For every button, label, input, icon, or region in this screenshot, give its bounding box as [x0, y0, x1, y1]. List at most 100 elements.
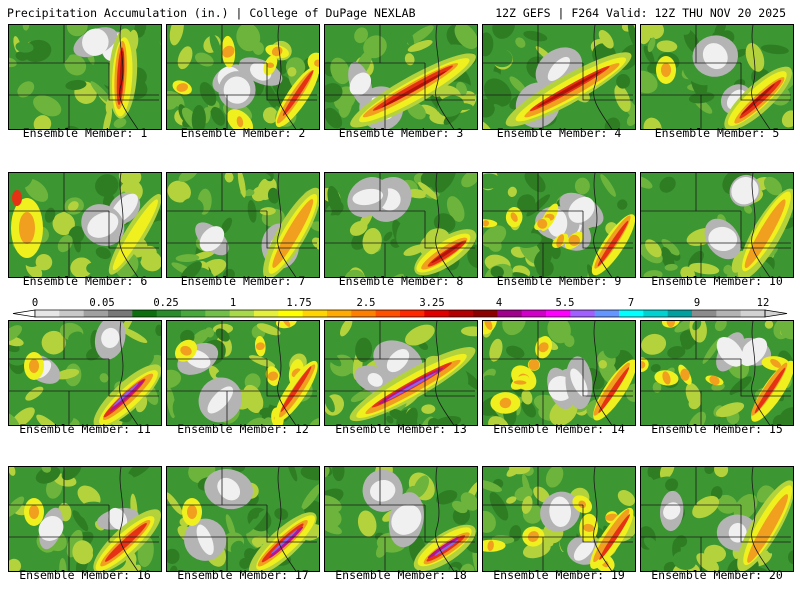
- member-caption: Ensemble Member: 18: [335, 568, 467, 582]
- scale-tick-label: 5.5: [555, 297, 575, 309]
- member-map-panel: [8, 320, 162, 426]
- precip-map: [641, 173, 793, 277]
- scale-color-segment: [400, 310, 425, 317]
- member-caption: Ensemble Member: 3: [338, 126, 464, 140]
- member-map-panel: [482, 466, 636, 572]
- precip-map: [9, 321, 161, 425]
- precip-map: [9, 173, 161, 277]
- scale-color-segment: [108, 310, 133, 317]
- scale-tick-label: 1.75: [286, 297, 312, 309]
- member-caption: Ensemble Member: 17: [177, 568, 309, 582]
- precip-map: [483, 321, 635, 425]
- precip-map: [9, 25, 161, 129]
- precip-map: [9, 467, 161, 571]
- precip-map: [167, 173, 319, 277]
- scale-color-segment: [667, 310, 693, 317]
- scale-color-segment: [692, 310, 717, 317]
- precip-map: [325, 467, 477, 571]
- member-map-panel: [324, 24, 478, 130]
- scale-tick-label: 4: [495, 297, 503, 309]
- member-caption: Ensemble Member: 2: [180, 126, 306, 140]
- member-caption: Ensemble Member: 14: [493, 422, 625, 436]
- member-caption: Ensemble Member: 10: [651, 274, 783, 288]
- member-caption: Ensemble Member: 5: [654, 126, 780, 140]
- precip-map: [325, 321, 477, 425]
- scale-tick-label: 1: [229, 297, 237, 309]
- scale-color-segment: [497, 310, 523, 317]
- precip-map: [483, 173, 635, 277]
- scale-tick-label: 0.05: [89, 297, 115, 309]
- member-map-panel: [640, 24, 794, 130]
- member-caption: Ensemble Member: 20: [651, 568, 783, 582]
- scale-tick-label: 12: [756, 297, 770, 309]
- scale-color-segment: [35, 310, 60, 317]
- scale-color-segment: [473, 310, 498, 317]
- member-map-panel: [324, 172, 478, 278]
- scale-color-segment: [229, 310, 255, 317]
- precip-map: [483, 25, 635, 129]
- scale-color-segment: [570, 310, 596, 317]
- scale-min-arrow: [12, 309, 36, 318]
- member-caption: Ensemble Member: 19: [493, 568, 625, 582]
- member-map-panel: [166, 320, 320, 426]
- precip-map: [167, 467, 319, 571]
- member-map-panel: [324, 466, 478, 572]
- scale-color-segment: [546, 310, 571, 317]
- scale-color-segment: [594, 310, 620, 317]
- scale-color-segment: [132, 310, 158, 317]
- scale-color-segment: [327, 310, 352, 317]
- member-map-panel: [8, 172, 162, 278]
- scale-color-segment: [156, 310, 182, 317]
- scale-color-segment: [302, 310, 328, 317]
- scale-tick-label: 0: [31, 297, 39, 309]
- scale-color-segment: [643, 310, 669, 317]
- member-caption: Ensemble Member: 1: [22, 126, 148, 140]
- scale-max-arrow: [764, 309, 788, 318]
- scale-color-segment: [716, 310, 742, 317]
- scale-color-segment: [424, 310, 450, 317]
- member-map-panel: [482, 24, 636, 130]
- scale-color-segment: [619, 310, 644, 317]
- precip-map: [325, 173, 477, 277]
- scale-color-segment: [59, 310, 85, 317]
- scale-tick-label: 7: [627, 297, 635, 309]
- scale-color-segment: [254, 310, 279, 317]
- model-run-valid-time: 12Z GEFS | F264 Valid: 12Z THU NOV 20 20…: [495, 6, 786, 20]
- scale-color-segment: [521, 310, 547, 317]
- chart-title: Precipitation Accumulation (in.) | Colle…: [7, 6, 416, 20]
- precip-map: [167, 25, 319, 129]
- scale-color-segment: [83, 310, 109, 317]
- color-scale-bar: [12, 309, 788, 318]
- member-caption: Ensemble Member: 6: [22, 274, 148, 288]
- member-map-panel: [166, 24, 320, 130]
- member-caption: Ensemble Member: 4: [496, 126, 622, 140]
- precip-map: [167, 321, 319, 425]
- scale-tick-label: 2.5: [356, 297, 376, 309]
- member-map-panel: [482, 172, 636, 278]
- precip-map: [325, 25, 477, 129]
- precip-map: [641, 467, 793, 571]
- member-map-panel: [324, 320, 478, 426]
- member-caption: Ensemble Member: 7: [180, 274, 306, 288]
- precip-map: [483, 467, 635, 571]
- scale-color-segment: [740, 310, 766, 317]
- member-caption: Ensemble Member: 16: [19, 568, 151, 582]
- member-map-panel: [482, 320, 636, 426]
- scale-color-segment: [181, 310, 206, 317]
- member-caption: Ensemble Member: 11: [19, 422, 151, 436]
- member-caption: Ensemble Member: 8: [338, 274, 464, 288]
- scale-tick-label: 3.25: [419, 297, 445, 309]
- precip-map: [641, 25, 793, 129]
- member-caption: Ensemble Member: 9: [496, 274, 622, 288]
- precip-map: [641, 321, 793, 425]
- scale-color-segment: [375, 310, 401, 317]
- member-map-panel: [640, 466, 794, 572]
- scale-color-segment: [448, 310, 474, 317]
- member-map-panel: [640, 320, 794, 426]
- scale-color-segment: [351, 310, 377, 317]
- member-caption: Ensemble Member: 13: [335, 422, 467, 436]
- scale-tick-label: 0.25: [153, 297, 179, 309]
- member-map-panel: [640, 172, 794, 278]
- member-map-panel: [166, 172, 320, 278]
- scale-tick-label: 9: [693, 297, 701, 309]
